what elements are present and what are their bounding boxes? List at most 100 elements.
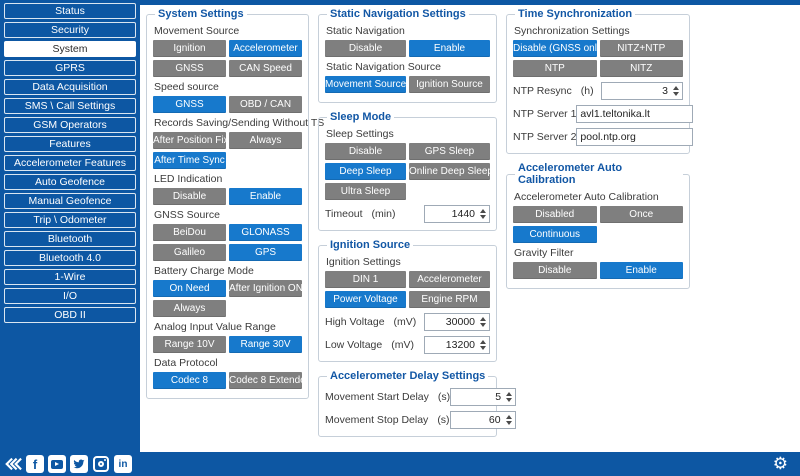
sidebar-item[interactable]: Manual Geofence <box>4 193 136 209</box>
movement-start-delay-input[interactable] <box>450 388 517 406</box>
sidebar-item[interactable]: System <box>4 41 136 57</box>
spinner[interactable] <box>477 314 489 330</box>
spinner[interactable] <box>503 389 515 405</box>
spinner-up-icon[interactable] <box>480 209 486 213</box>
movement-stop-delay-value[interactable] <box>450 412 503 428</box>
option-button[interactable]: Codec 8 Extended <box>229 372 302 389</box>
sidebar-item[interactable]: Features <box>4 136 136 152</box>
ntp-server1-input[interactable] <box>576 105 694 123</box>
option-button[interactable]: Enable <box>409 40 490 57</box>
option-button[interactable]: GLONASS <box>229 224 302 241</box>
option-button[interactable]: Ignition Source <box>409 76 490 93</box>
spinner-down-icon[interactable] <box>480 346 486 350</box>
option-button[interactable]: Once <box>599 206 683 223</box>
sidebar-item[interactable]: 1-Wire <box>4 269 136 285</box>
option-button[interactable]: NTP <box>513 60 597 77</box>
high-voltage-input[interactable] <box>424 313 490 331</box>
sidebar-item[interactable]: Data Acquisition <box>4 79 136 95</box>
option-button[interactable]: Ultra Sleep <box>325 183 406 200</box>
option-button[interactable]: Disable <box>513 262 597 279</box>
spinner-down-icon[interactable] <box>673 92 679 96</box>
option-button[interactable]: Galileo <box>153 244 226 261</box>
option-button[interactable]: Power Voltage <box>325 291 406 308</box>
option-button[interactable]: GNSS <box>153 60 226 77</box>
option-button[interactable]: Disabled <box>513 206 597 223</box>
option-button[interactable]: Engine RPM <box>409 291 490 308</box>
movement-start-delay-value[interactable] <box>451 389 504 405</box>
sidebar-item[interactable]: Status <box>4 3 136 19</box>
low-voltage-input[interactable] <box>424 336 490 354</box>
option-button[interactable]: After Ignition ON <box>229 280 302 297</box>
sidebar-item[interactable]: GSM Operators <box>4 117 136 133</box>
spinner-up-icon[interactable] <box>506 392 513 396</box>
spinner-down-icon[interactable] <box>505 421 512 425</box>
option-button[interactable]: Disable (GNSS only) <box>513 40 597 57</box>
low-voltage-value[interactable] <box>425 337 477 353</box>
option-button[interactable]: Online Deep Sleep <box>409 163 490 180</box>
option-button[interactable]: Accelerometer <box>229 40 302 57</box>
option-button[interactable]: Codec 8 <box>153 372 226 389</box>
option-button[interactable]: After Time Sync <box>153 152 226 169</box>
option-button[interactable]: Always <box>153 300 226 317</box>
youtube-icon[interactable] <box>48 455 66 473</box>
sidebar-item[interactable]: Security <box>4 22 136 38</box>
option-button[interactable]: BeiDou <box>153 224 226 241</box>
option-button[interactable]: After Position Fix <box>153 132 226 149</box>
option-button[interactable]: Enable <box>599 262 683 279</box>
option-button[interactable]: Disable <box>325 40 406 57</box>
spinner-down-icon[interactable] <box>480 215 486 219</box>
option-button[interactable]: OBD / CAN <box>229 96 302 113</box>
sidebar-item[interactable]: Accelerometer Features <box>4 155 136 171</box>
sidebar-item[interactable]: I/O <box>4 288 136 304</box>
option-button[interactable]: Deep Sleep <box>325 163 406 180</box>
spinner[interactable] <box>477 337 489 353</box>
sidebar-item[interactable]: Bluetooth <box>4 231 136 247</box>
sidebar-item[interactable]: SMS \ Call Settings <box>4 98 136 114</box>
option-button[interactable]: Always <box>229 132 302 149</box>
spinner-up-icon[interactable] <box>480 317 486 321</box>
spinner-up-icon[interactable] <box>505 415 512 419</box>
sidebar-item[interactable]: GPRS <box>4 60 136 76</box>
spinner-down-icon[interactable] <box>480 323 486 327</box>
instagram-icon[interactable] <box>92 455 110 473</box>
ntp-resync-input[interactable] <box>601 82 683 100</box>
option-button[interactable]: Accelerometer <box>409 271 490 288</box>
facebook-icon[interactable]: f <box>26 455 44 473</box>
option-button[interactable]: NITZ+NTP <box>599 40 683 57</box>
high-voltage-value[interactable] <box>425 314 477 330</box>
option-button[interactable]: Range 30V <box>229 336 302 353</box>
option-button[interactable]: Disable <box>153 188 226 205</box>
spinner[interactable] <box>477 206 489 222</box>
option-button[interactable]: GNSS <box>153 96 226 113</box>
timeout-value[interactable] <box>425 206 477 222</box>
sidebar-item[interactable]: OBD II <box>4 307 136 323</box>
option-button[interactable]: Continuous <box>513 226 597 243</box>
spinner-down-icon[interactable] <box>506 398 513 402</box>
sidebar-item[interactable]: Bluetooth 4.0 <box>4 250 136 266</box>
option-button[interactable]: GPS <box>229 244 302 261</box>
option-button[interactable]: Disable <box>325 143 406 160</box>
movement-stop-delay-input[interactable] <box>449 411 516 429</box>
linkedin-icon[interactable]: in <box>114 455 132 473</box>
twitter-icon[interactable] <box>70 455 88 473</box>
option-button[interactable]: NITZ <box>599 60 683 77</box>
spinner[interactable] <box>670 83 682 99</box>
sidebar-item[interactable]: Auto Geofence <box>4 174 136 190</box>
option-button[interactable]: Enable <box>229 188 302 205</box>
fleet-logo-icon[interactable] <box>4 455 22 473</box>
spinner-up-icon[interactable] <box>673 86 679 90</box>
option-button[interactable]: DIN 1 <box>325 271 406 288</box>
sidebar-item[interactable]: Trip \ Odometer <box>4 212 136 228</box>
option-button[interactable]: Range 10V <box>153 336 226 353</box>
settings-gear-icon[interactable]: ⚙ <box>772 454 788 473</box>
ntp-server2-input[interactable] <box>576 128 694 146</box>
option-button[interactable]: GPS Sleep <box>409 143 490 160</box>
spinner[interactable] <box>503 412 515 428</box>
spinner-up-icon[interactable] <box>480 340 486 344</box>
option-button[interactable]: Ignition <box>153 40 226 57</box>
option-button[interactable]: CAN Speed <box>229 60 302 77</box>
ntp-resync-value[interactable] <box>602 83 670 99</box>
option-button[interactable]: On Need <box>153 280 226 297</box>
timeout-input[interactable] <box>424 205 490 223</box>
option-button[interactable]: Movement Source <box>325 76 406 93</box>
